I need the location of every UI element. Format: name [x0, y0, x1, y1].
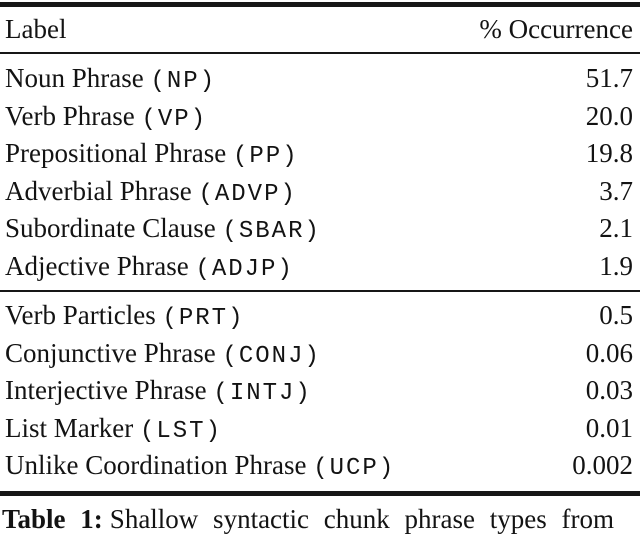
row-code: VP — [141, 106, 207, 133]
row-label: Unlike Coordination Phrase UCP — [5, 447, 395, 485]
row-value: 1.9 — [599, 250, 633, 281]
row-label: Prepositional Phrase PP — [5, 135, 299, 173]
row-value: 2.1 — [599, 213, 633, 243]
row-label: Verb Phrase VP — [5, 98, 207, 136]
row-value: 3.7 — [599, 175, 633, 206]
table-section-rare: Verb Particles PRT 0.5 Conjunctive Phras… — [0, 292, 640, 491]
table-row: Adverbial Phrase ADVP 3.7 — [0, 173, 640, 211]
table-section-frequent: Noun Phrase NP 51.7 Verb Phrase VP 20.0 … — [0, 54, 640, 290]
row-code: INTJ — [213, 380, 311, 407]
row-label: Interjective Phrase INTJ — [5, 372, 312, 410]
header-label: Label — [5, 14, 67, 44]
row-value: 0.002 — [572, 450, 633, 480]
row-code: CONJ — [222, 343, 320, 370]
row-code: PP — [233, 143, 299, 170]
row-code: ADVP — [198, 181, 296, 208]
row-value: 0.06 — [585, 337, 633, 368]
table-row: List Marker LST 0.01 — [0, 410, 640, 448]
table-row: Unlike Coordination Phrase UCP 0.002 — [0, 447, 640, 485]
mid-rule — [0, 290, 640, 292]
caption-text: Shallow syntactic chunk phrase types fro… — [109, 503, 614, 534]
caption-label: Table 1: — [2, 503, 103, 534]
table-row: Verb Phrase VP 20.0 — [0, 98, 640, 136]
row-value: 0.03 — [585, 375, 633, 405]
row-value: 19.8 — [585, 138, 633, 168]
top-rule — [0, 2, 640, 7]
bottom-rule — [0, 490, 640, 496]
row-label: Noun Phrase NP — [5, 60, 216, 98]
table-row: Interjective Phrase INTJ 0.03 — [0, 372, 640, 410]
table-row: Noun Phrase NP 51.7 — [0, 60, 640, 98]
row-code: PRT — [162, 305, 244, 332]
row-label: Adverbial Phrase ADVP — [5, 173, 297, 211]
row-label: Subordinate Clause SBAR — [5, 210, 321, 248]
table-header: Label % Occurrence — [0, 7, 640, 52]
header-occurrence: % Occurrence — [479, 14, 633, 44]
table-row: Subordinate Clause SBAR 2.1 — [0, 210, 640, 248]
row-label: Adjective Phrase ADJP — [5, 248, 294, 286]
row-code: UCP — [313, 455, 395, 482]
row-label: Verb Particles PRT — [5, 297, 244, 335]
row-code: LST — [140, 418, 222, 445]
row-value: 0.01 — [585, 412, 633, 443]
row-code: SBAR — [222, 218, 320, 245]
header-rule — [0, 52, 640, 54]
row-value: 20.0 — [585, 100, 633, 131]
row-label: List Marker LST — [5, 410, 222, 448]
table-row: Prepositional Phrase PP 19.8 — [0, 135, 640, 173]
row-code: NP — [150, 68, 216, 95]
row-label: Conjunctive Phrase CONJ — [5, 335, 321, 373]
table-caption: Table 1: Shallow syntactic chunk phrase t… — [0, 502, 616, 536]
table-row: Verb Particles PRT 0.5 — [0, 297, 640, 335]
row-value: 51.7 — [585, 63, 633, 93]
row-code: ADJP — [195, 256, 293, 283]
row-value: 0.5 — [599, 300, 633, 330]
table-row: Conjunctive Phrase CONJ 0.06 — [0, 335, 640, 373]
table-row: Adjective Phrase ADJP 1.9 — [0, 248, 640, 286]
